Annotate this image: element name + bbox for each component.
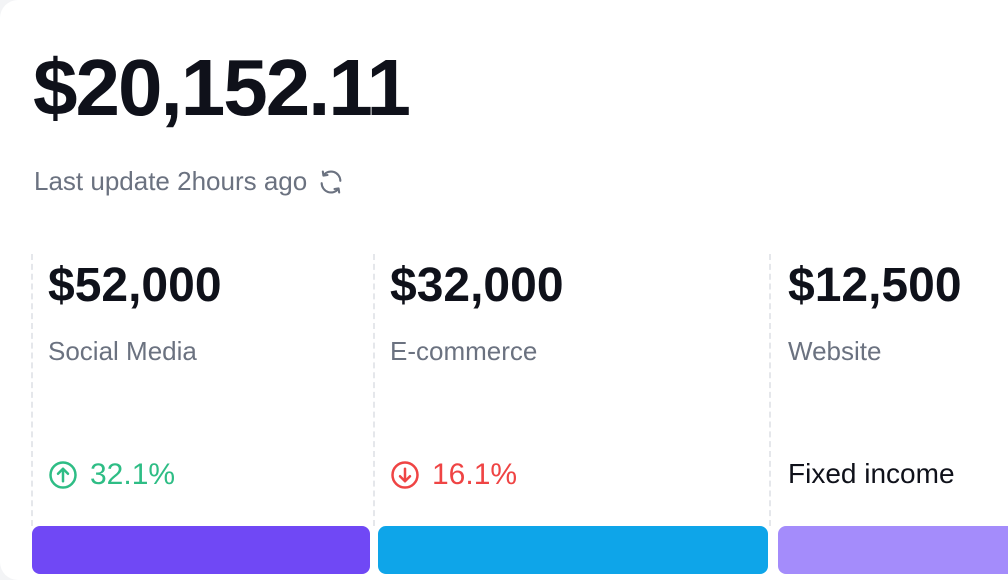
source-label: Website (788, 336, 882, 366)
column-divider (373, 254, 375, 526)
arrow-down-circle-icon (391, 461, 419, 489)
column-divider (769, 254, 771, 526)
trend-value: 16.1% (432, 458, 518, 491)
website-bar (778, 526, 1008, 574)
last-update-text: Last update 2hours ago (34, 166, 308, 196)
column-divider (31, 254, 33, 526)
total-amount: $20,152.11 (33, 43, 411, 132)
trend-value: Fixed income (788, 458, 955, 489)
social-media-bar (32, 526, 370, 574)
source-label: Social Media (48, 336, 197, 366)
refresh-icon[interactable] (317, 168, 345, 196)
arrow-up-circle-icon (49, 461, 77, 489)
trend-value: 32.1% (90, 458, 176, 491)
source-label: E-commerce (390, 336, 538, 366)
e-commerce-bar (378, 526, 768, 574)
source-trend: 32.1% (48, 458, 175, 492)
source-trend: 16.1% (390, 458, 517, 492)
source-trend: Fixed income (788, 458, 955, 490)
source-amount: $12,500 (788, 259, 962, 312)
source-amount: $52,000 (48, 259, 222, 312)
last-update-row: Last update 2hours ago (34, 166, 345, 197)
source-amount: $32,000 (390, 259, 564, 312)
